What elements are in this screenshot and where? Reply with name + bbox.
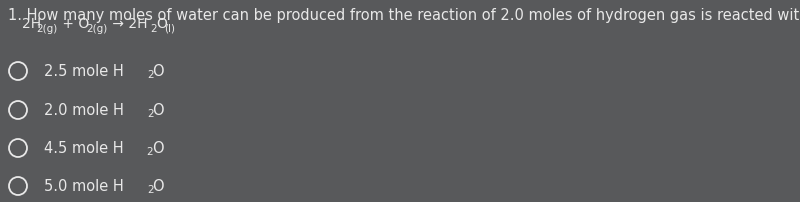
Text: O: O (153, 179, 164, 194)
Text: 2(g): 2(g) (86, 23, 108, 33)
Text: 2: 2 (147, 184, 154, 194)
Text: → 2H: → 2H (109, 17, 148, 31)
Text: 1. How many moles of water can be produced from the reaction of 2.0 moles of hyd: 1. How many moles of water can be produc… (8, 8, 800, 23)
Text: 2(g): 2(g) (37, 23, 58, 33)
Text: O: O (153, 64, 164, 79)
Text: (l): (l) (165, 23, 175, 33)
Text: 2H: 2H (22, 17, 41, 31)
Text: O: O (157, 17, 167, 31)
Text: 4.5 mole H: 4.5 mole H (44, 141, 124, 156)
Text: 2: 2 (147, 70, 154, 80)
Text: 5.0 mole H: 5.0 mole H (44, 179, 124, 194)
Text: 2: 2 (147, 108, 154, 118)
Text: 2: 2 (150, 23, 157, 33)
Text: O: O (152, 141, 164, 156)
Text: 2.5 mole H: 2.5 mole H (44, 64, 124, 79)
Text: 2.0 mole H: 2.0 mole H (44, 103, 124, 118)
Text: 2: 2 (146, 146, 154, 156)
Text: O: O (153, 103, 164, 118)
Text: + O: + O (58, 17, 90, 31)
